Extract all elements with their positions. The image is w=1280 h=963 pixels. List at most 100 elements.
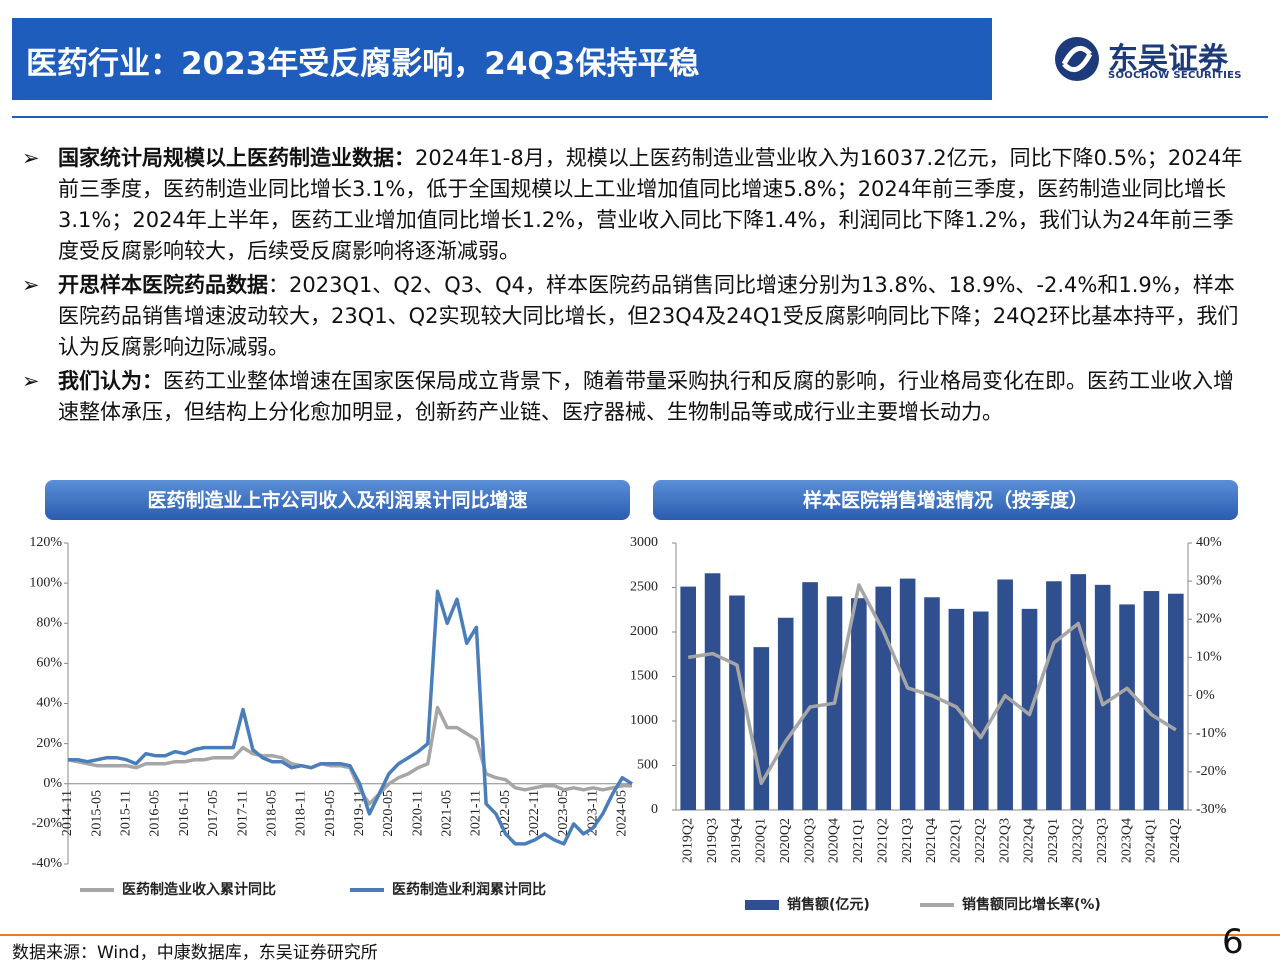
x-tick-label: 2022Q3 xyxy=(997,818,1012,863)
x-tick-label: 2021Q3 xyxy=(900,818,915,863)
y2-tick-label: -10% xyxy=(1196,726,1227,741)
x-tick-label: 2016-05 xyxy=(148,790,163,837)
header-bar: 医药行业：2023年受反腐影响，24Q3保持平稳 xyxy=(12,18,992,100)
x-tick-label: 2015-11 xyxy=(119,790,134,836)
bar xyxy=(802,582,818,810)
chart-title-bar xyxy=(653,480,1238,520)
legend-label: 医药制造业收入累计同比 xyxy=(122,881,276,898)
bullet-marker: ➢ xyxy=(22,273,40,297)
chart-title: 医药制造业上市公司收入及利润累计同比增速 xyxy=(147,489,527,512)
bullet: ➢ 国家统计局规模以上医药制造业数据：2024年1-8月，规模以上医药制造业营业收… xyxy=(22,143,1252,267)
bullet: ➢ 开思样本医院药品数据：2023Q1、Q2、Q3、Q4，样本医院药品销售同比增速… xyxy=(22,270,1252,363)
bullet-marker: ➢ xyxy=(22,146,40,170)
x-tick-label: 2020-05 xyxy=(381,790,396,837)
bullet-lead: 开思样本医院药品数据 xyxy=(58,273,268,297)
bar xyxy=(851,598,867,810)
x-tick-label: 2014-11 xyxy=(60,790,75,836)
x-tick-label: 2021Q4 xyxy=(924,818,939,863)
x-tick-label: 2015-05 xyxy=(89,790,104,837)
y-tick-label: 1500 xyxy=(630,669,658,684)
y-tick-label: 2000 xyxy=(630,624,658,639)
bar xyxy=(972,611,989,810)
line-series xyxy=(687,583,1177,786)
y-tick-label: 80% xyxy=(36,615,62,630)
bar xyxy=(924,597,940,810)
y2-tick-label: 0% xyxy=(1196,688,1215,703)
bullet-lead: 国家统计局规模以上医药制造业数据： xyxy=(58,146,415,170)
x-tick-label: 2020-11 xyxy=(410,790,425,836)
bar xyxy=(680,586,696,810)
y-tick-label: 0% xyxy=(43,776,62,791)
x-tick-label: 2020Q2 xyxy=(778,818,793,863)
x-tick-label: 2024Q1 xyxy=(1144,818,1159,863)
y2-tick-label: -20% xyxy=(1196,764,1227,779)
bullet: ➢ 我们认为：医药工业整体增速在国家医保局成立背景下，随着带量采购执行和反腐的影响… xyxy=(22,366,1252,428)
bar xyxy=(753,647,770,810)
x-tick-label: 2024Q2 xyxy=(1168,818,1183,863)
x-tick-label: 2021-11 xyxy=(469,790,484,836)
x-tick-label: 2019Q2 xyxy=(680,818,695,863)
y-tick-label: 120% xyxy=(29,535,62,550)
header-title: 医药行业：2023年受反腐影响，24Q3保持平稳 xyxy=(26,46,700,82)
y-tick-label: 20% xyxy=(36,736,62,751)
x-tick-label: 2021Q2 xyxy=(875,818,890,863)
bullet-lead: 我们认为： xyxy=(58,369,163,393)
x-tick-label: 2023Q2 xyxy=(1071,818,1086,863)
y-tick-label: 500 xyxy=(637,758,658,773)
x-tick-label: 2018-05 xyxy=(264,790,279,837)
bullet-text: ：2023Q1、Q2、Q3、Q4，样本医院药品销售同比增速分别为13.8%、18… xyxy=(58,273,1239,359)
y2-tick-label: 30% xyxy=(1196,573,1222,588)
x-tick-label: 2019-11 xyxy=(352,790,367,836)
x-tick-label: 2016-11 xyxy=(177,790,192,836)
bar xyxy=(777,617,794,810)
source: 数据来源：Wind，中康数据库，东吴证券研究所 xyxy=(12,943,378,963)
x-tick-label: 2019Q4 xyxy=(729,818,744,863)
bar xyxy=(1046,581,1062,810)
bar xyxy=(729,595,745,810)
x-tick-label: 2020Q4 xyxy=(827,818,842,863)
chart-title: 样本医院销售增速情况（按季度） xyxy=(803,489,1088,512)
y2-tick-label: 20% xyxy=(1196,612,1222,627)
bullet-text: 2024年1-8月，规模以上医药制造业营业收入为16037.2亿元，同比下降0.… xyxy=(58,146,1243,263)
x-tick-label: 2023Q1 xyxy=(1046,818,1061,863)
x-tick-label: 2023Q3 xyxy=(1095,818,1110,863)
x-tick-label: 2017-05 xyxy=(206,790,221,837)
separator xyxy=(12,116,1268,118)
y2-tick-label: -30% xyxy=(1196,802,1227,817)
bar xyxy=(1070,574,1087,810)
bullet-list: ➢ 国家统计局规模以上医药制造业数据：2024年1-8月，规模以上医药制造业营业收… xyxy=(22,143,1252,431)
bullet-marker: ➢ xyxy=(22,369,40,393)
x-tick-label: 2023Q4 xyxy=(1119,818,1134,863)
x-tick-label: 2019Q3 xyxy=(705,818,720,863)
legend-label: 医药制造业利润累计同比 xyxy=(392,881,546,898)
x-tick-label: 2021-05 xyxy=(439,790,454,837)
x-tick-label: 2023-05 xyxy=(556,790,571,837)
x-tick-label: 2020Q1 xyxy=(754,818,769,863)
y2-tick-label: 10% xyxy=(1196,650,1222,665)
y-tick-label: 0 xyxy=(651,802,658,817)
y-tick-label: 40% xyxy=(36,696,62,711)
y-tick-label: 60% xyxy=(36,656,62,671)
bar xyxy=(1143,591,1160,810)
x-tick-label: 2020Q3 xyxy=(802,818,817,863)
bar xyxy=(899,578,916,810)
bar xyxy=(1119,604,1135,810)
x-tick-label: 2017-11 xyxy=(235,790,250,836)
bar xyxy=(1168,593,1184,810)
bar xyxy=(704,573,721,810)
y-tick-label: 1000 xyxy=(630,713,658,728)
page-number: 6 xyxy=(1222,922,1244,962)
chart-title-bar xyxy=(45,480,630,520)
legend-label: 销售额同比增长率(%) xyxy=(962,896,1101,913)
logo-text: 东吴证券 xyxy=(1108,42,1228,77)
y-tick-label: 2500 xyxy=(630,580,658,595)
x-tick-label: 2024-05 xyxy=(614,790,629,837)
legend-swatch xyxy=(745,900,779,910)
bullet-text: 医药工业整体增速在国家医保局成立背景下，随着带量采购执行和反腐的影响，行业格局变… xyxy=(58,369,1234,424)
legend-label: 销售额(亿元) xyxy=(787,896,870,913)
logo-icon xyxy=(1055,37,1099,81)
x-tick-label: 2022Q4 xyxy=(1022,818,1037,863)
logo-subtext: SOOCHOW SECURITIES xyxy=(1108,70,1242,81)
bar xyxy=(1094,584,1111,810)
